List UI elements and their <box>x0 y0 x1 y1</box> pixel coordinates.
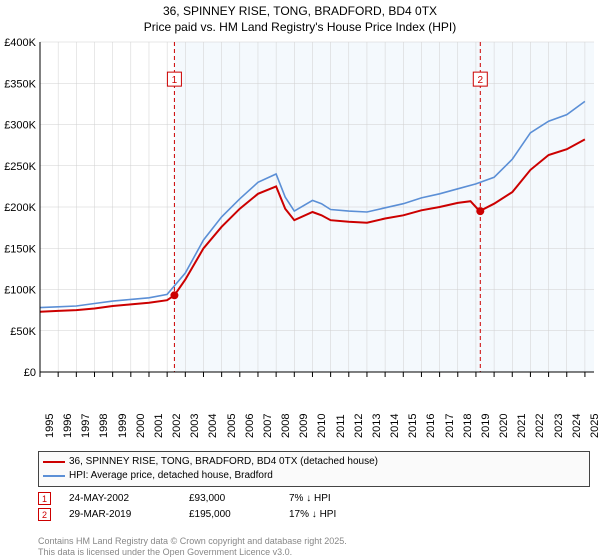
marker-date-1: 24-MAY-2002 <box>69 493 189 504</box>
x-tick-label: 2007 <box>262 414 274 438</box>
x-tick-label: 2002 <box>171 414 183 438</box>
x-tick-label: 2001 <box>153 414 165 438</box>
svg-text:£300K: £300K <box>4 120 36 132</box>
x-tick-label: 2003 <box>189 414 201 438</box>
x-tick-label: 2004 <box>207 414 219 438</box>
x-tick-label: 2022 <box>534 414 546 438</box>
x-tick-label: 1999 <box>117 414 129 438</box>
x-tick-label: 2006 <box>244 414 256 438</box>
svg-text:2: 2 <box>478 75 484 86</box>
marker-box-2: 2 <box>38 508 51 521</box>
svg-text:£250K: £250K <box>4 161 36 173</box>
marker-pct-1: 7% ↓ HPI <box>289 493 389 504</box>
legend-item-1: 36, SPINNEY RISE, TONG, BRADFORD, BD4 0T… <box>43 455 585 469</box>
x-tick-label: 2009 <box>298 414 310 438</box>
svg-text:£50K: £50K <box>10 326 36 338</box>
marker-pct-2: 17% ↓ HPI <box>289 509 389 520</box>
x-tick-label: 2014 <box>389 414 401 438</box>
x-tick-label: 2020 <box>498 414 510 438</box>
marker-price-2: £195,000 <box>189 509 289 520</box>
x-tick-label: 2015 <box>407 414 419 438</box>
x-tick-label: 2016 <box>425 414 437 438</box>
x-tick-label: 2021 <box>516 414 528 438</box>
svg-text:£200K: £200K <box>4 202 36 214</box>
x-tick-label: 2024 <box>571 414 583 438</box>
marker-box-1: 1 <box>38 492 51 505</box>
chart-title: 36, SPINNEY RISE, TONG, BRADFORD, BD4 0T… <box>0 0 600 37</box>
x-tick-label: 2008 <box>280 414 292 438</box>
legend-label-2: HPI: Average price, detached house, Brad… <box>69 469 273 483</box>
svg-text:£100K: £100K <box>4 285 36 297</box>
sale-markers-table: 1 24-MAY-2002 £93,000 7% ↓ HPI 2 29-MAR-… <box>38 492 590 524</box>
x-tick-label: 2019 <box>480 414 492 438</box>
title-line2: Price paid vs. HM Land Registry's House … <box>0 20 600 36</box>
marker-row-1: 1 24-MAY-2002 £93,000 7% ↓ HPI <box>38 492 590 505</box>
x-tick-label: 2000 <box>135 414 147 438</box>
x-tick-label: 2012 <box>353 414 365 438</box>
legend-item-2: HPI: Average price, detached house, Brad… <box>43 469 585 483</box>
svg-text:£400K: £400K <box>4 38 36 49</box>
x-tick-label: 2025 <box>589 414 600 438</box>
x-tick-label: 1995 <box>44 414 56 438</box>
legend-swatch-2 <box>43 475 65 477</box>
footnote: Contains HM Land Registry data © Crown c… <box>38 536 347 558</box>
legend: 36, SPINNEY RISE, TONG, BRADFORD, BD4 0T… <box>38 451 590 487</box>
x-tick-label: 1996 <box>62 414 74 438</box>
chart-area: £0 £50K £100K £150K £200K £250K £300K £350K £400… <box>0 38 600 406</box>
x-tick-label: 2018 <box>462 414 474 438</box>
x-tick-label: 2005 <box>226 414 238 438</box>
x-tick-label: 2011 <box>335 414 347 438</box>
footnote-line1: Contains HM Land Registry data © Crown c… <box>38 536 347 547</box>
marker-date-2: 29-MAR-2019 <box>69 509 189 520</box>
marker-row-2: 2 29-MAR-2019 £195,000 17% ↓ HPI <box>38 508 590 521</box>
svg-text:£0: £0 <box>24 367 36 379</box>
line-chart: £0 £50K £100K £150K £200K £250K £300K £350K £400… <box>0 38 600 406</box>
x-tick-label: 2017 <box>444 414 456 438</box>
svg-text:1: 1 <box>172 75 178 86</box>
x-tick-label: 2023 <box>553 414 565 438</box>
svg-text:£150K: £150K <box>4 243 36 255</box>
x-tick-label: 2013 <box>371 414 383 438</box>
marker-price-1: £93,000 <box>189 493 289 504</box>
title-line1: 36, SPINNEY RISE, TONG, BRADFORD, BD4 0T… <box>0 4 600 20</box>
legend-label-1: 36, SPINNEY RISE, TONG, BRADFORD, BD4 0T… <box>69 455 378 469</box>
x-tick-label: 2010 <box>316 414 328 438</box>
x-tick-label: 1998 <box>98 414 110 438</box>
svg-text:£350K: £350K <box>4 78 36 90</box>
legend-swatch-1 <box>43 461 65 463</box>
footnote-line2: This data is licensed under the Open Gov… <box>38 547 347 558</box>
x-tick-label: 1997 <box>80 414 92 438</box>
